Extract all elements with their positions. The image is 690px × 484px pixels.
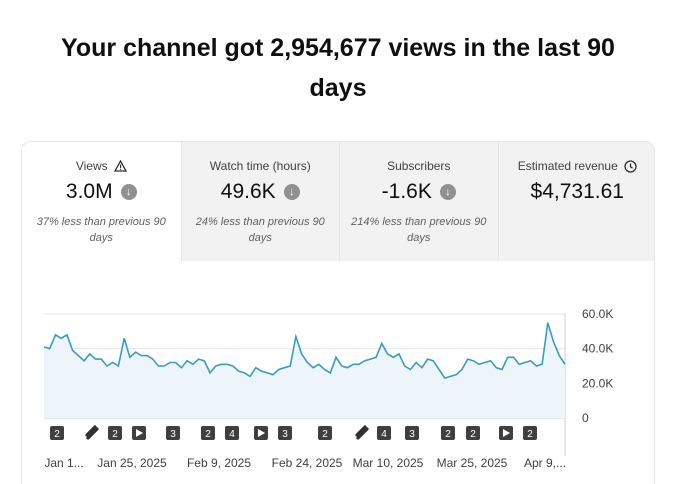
x-tick-label: Jan 25, 2025: [97, 456, 167, 470]
marker-count: 2: [322, 429, 328, 440]
marker-box: [225, 426, 239, 440]
marker-box: [405, 426, 419, 440]
shorts-icon: [85, 425, 99, 440]
tab-revenue-label: Estimated revenue: [517, 159, 618, 173]
tab-revenue[interactable]: Estimated revenue $4,731.61: [497, 142, 654, 261]
metric-tabs: Views 3.0M ↓ 37% less than previous 90 d…: [22, 142, 654, 261]
tab-watch-time-note: 24% less than previous 90 days: [195, 216, 325, 244]
marker-box: [166, 426, 180, 440]
y-tick-label: 20.0K: [582, 376, 613, 390]
y-tick-label: 40.0K: [582, 342, 613, 356]
tab-watch-time[interactable]: Watch time (hours) 49.6K ↓ 24% less than…: [180, 142, 339, 261]
marker-box: [523, 426, 537, 440]
x-tick-label: Feb 24, 2025: [271, 456, 343, 470]
marker-count: 4: [229, 429, 235, 440]
tab-views-value: 3.0M: [65, 180, 113, 203]
upload-count-marker[interactable]: 3: [405, 426, 419, 440]
marker-count: 3: [282, 429, 288, 440]
marker-count: 2: [527, 429, 533, 440]
series-line: [43, 322, 566, 380]
views-chart[interactable]: 60.0K 40.0K 20.0K 0 2 2 3 2 4 3 2 4 3 2 2 2: [22, 261, 655, 456]
upload-count-marker[interactable]: 3: [166, 426, 180, 440]
marker-box: [108, 426, 122, 440]
marker-box: [201, 426, 215, 440]
marker-count: 4: [381, 429, 387, 440]
x-tick-label: Jan 1...: [44, 456, 84, 470]
clock-icon[interactable]: [624, 159, 637, 173]
marker-count: 2: [470, 429, 476, 440]
tab-views[interactable]: Views 3.0M ↓ 37% less than previous 90 d…: [22, 142, 181, 261]
tab-subscribers-value: -1.6K: [381, 180, 432, 203]
upload-count-marker[interactable]: 2: [318, 426, 332, 440]
upload-count-marker[interactable]: 2: [523, 426, 537, 440]
upload-count-marker[interactable]: 2: [108, 426, 122, 440]
tab-views-label: Views: [75, 159, 108, 173]
play-icon: [258, 429, 265, 437]
upload-count-marker[interactable]: 2: [201, 426, 215, 440]
tab-subscribers-label: Subscribers: [387, 159, 451, 173]
marker-count: 3: [170, 429, 176, 440]
upload-count-marker[interactable]: 2: [466, 426, 480, 440]
series-area: [44, 322, 565, 418]
x-tick-label: Feb 9, 2025: [186, 456, 252, 470]
x-tick-label: Apr 9,...: [523, 456, 567, 470]
trend-down-icon: ↓: [439, 184, 456, 200]
marker-box: [318, 426, 332, 440]
tab-watch-time-value: 49.6K: [220, 180, 276, 203]
x-tick-label: Mar 25, 2025: [436, 456, 508, 470]
trend-down-icon: ↓: [120, 184, 137, 200]
analytics-card: Views 3.0M ↓ 37% less than previous 90 d…: [21, 141, 655, 484]
video-marker[interactable]: [254, 426, 268, 440]
tab-views-note: 37% less than previous 90 days: [36, 216, 166, 244]
tab-watch-time-label: Watch time (hours): [209, 159, 311, 173]
marker-count: 2: [54, 429, 60, 440]
x-axis-labels: Jan 1... Jan 25, 2025 Feb 9, 2025 Feb 24, 2…: [22, 456, 654, 476]
y-tick-label: 0: [582, 411, 589, 425]
marker-box: [441, 426, 455, 440]
upload-count-marker[interactable]: 4: [377, 426, 391, 440]
marker-box: [377, 426, 391, 440]
upload-count-marker[interactable]: 4: [225, 426, 239, 440]
x-tick-label: Mar 10, 2025: [352, 456, 424, 470]
tab-revenue-value: $4,731.61: [530, 180, 624, 203]
video-marker[interactable]: [499, 426, 513, 440]
tab-subscribers[interactable]: Subscribers -1.6K ↓ 214% less than previ…: [339, 142, 498, 261]
upload-count-marker[interactable]: 2: [441, 426, 455, 440]
marker-box: [466, 426, 480, 440]
marker-box: [50, 426, 64, 440]
marker-count: 2: [205, 429, 211, 440]
upload-count-marker[interactable]: 2: [50, 426, 64, 440]
shorts-icon: [355, 425, 369, 440]
warning-icon[interactable]: [113, 160, 127, 172]
page-headline: Your channel got 2,954,677 views in the …: [61, 34, 615, 102]
upload-count-marker[interactable]: 3: [278, 426, 292, 440]
tab-subscribers-note: 214% less than previous 90 days: [351, 216, 487, 244]
play-icon: [136, 429, 143, 437]
trend-down-icon: ↓: [283, 184, 300, 200]
marker-count: 2: [112, 429, 118, 440]
marker-count: 3: [409, 429, 415, 440]
shorts-marker[interactable]: [85, 425, 99, 440]
video-marker[interactable]: [132, 426, 146, 440]
marker-count: 2: [445, 429, 451, 440]
y-tick-label: 60.0K: [582, 307, 613, 321]
marker-box: [278, 426, 292, 440]
play-icon: [503, 429, 510, 437]
shorts-marker[interactable]: [355, 425, 369, 440]
